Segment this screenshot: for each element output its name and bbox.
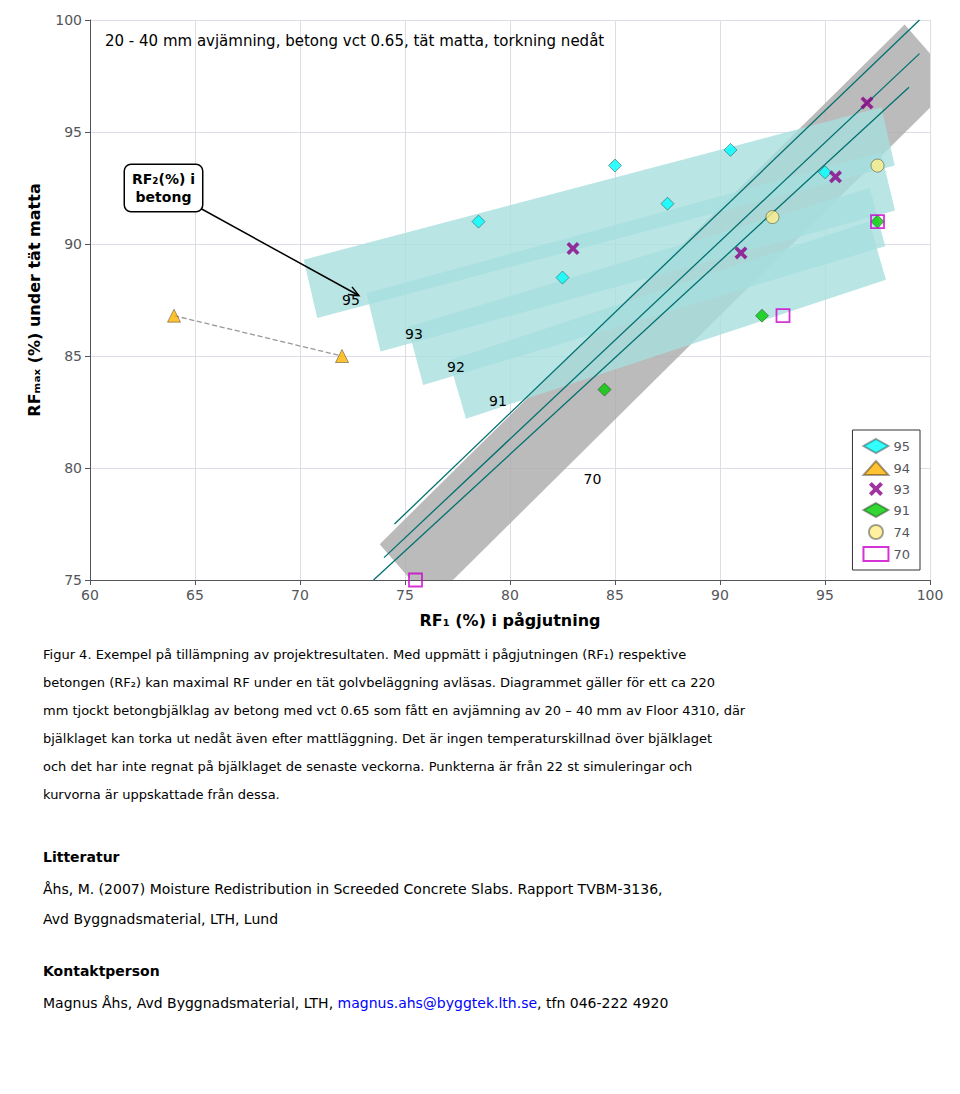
svg-text:och det har inte regnat på bjä: och det har inte regnat på bjälklaget de… xyxy=(43,759,692,774)
svg-text:Figur 4. Exempel på tillämpnin: Figur 4. Exempel på tillämpning av proje… xyxy=(43,647,686,662)
svg-text:94: 94 xyxy=(893,461,910,476)
svg-text:mm tjockt betongbjälklag av be: mm tjockt betongbjälklag av betong med v… xyxy=(43,703,746,718)
svg-text:magnus.ahs@byggtek.lth.se: magnus.ahs@byggtek.lth.se xyxy=(338,995,538,1011)
svg-text:85: 85 xyxy=(64,348,82,364)
svg-text:70: 70 xyxy=(291,587,309,603)
svg-text:93: 93 xyxy=(893,482,910,497)
svg-text:95: 95 xyxy=(893,439,910,454)
svg-text:95: 95 xyxy=(342,292,360,308)
svg-text:, tfn 046-222 4920: , tfn 046-222 4920 xyxy=(537,995,668,1011)
svg-text:bjälklaget kan torka ut nedåt: bjälklaget kan torka ut nedåt även efter… xyxy=(43,731,712,746)
svg-text:RF₂(%) i: RF₂(%) i xyxy=(132,171,195,187)
svg-text:92: 92 xyxy=(447,359,465,375)
svg-text:Litteratur: Litteratur xyxy=(43,849,120,865)
svg-text:95: 95 xyxy=(64,124,82,140)
svg-text:RF₁ (%) i pågjutning: RF₁ (%) i pågjutning xyxy=(419,611,600,630)
svg-text:20 - 40 mm avjämning, betong v: 20 - 40 mm avjämning, betong vct 0.65, t… xyxy=(105,32,604,50)
svg-text:75: 75 xyxy=(396,587,414,603)
svg-text:80: 80 xyxy=(501,587,519,603)
svg-text:75: 75 xyxy=(64,572,82,588)
svg-text:70: 70 xyxy=(584,471,602,487)
svg-text:kurvorna är uppskattade från d: kurvorna är uppskattade från dessa. xyxy=(43,787,280,802)
svg-text:90: 90 xyxy=(64,236,82,252)
svg-text:93: 93 xyxy=(405,326,423,342)
svg-text:65: 65 xyxy=(186,587,204,603)
svg-text:80: 80 xyxy=(64,460,82,476)
svg-text:74: 74 xyxy=(893,525,910,540)
svg-text:91: 91 xyxy=(489,393,507,409)
svg-text:RFₘₐₓ (%) under tät matta: RFₘₐₓ (%) under tät matta xyxy=(25,183,44,416)
svg-text:Magnus Åhs, Avd Byggnadsmateri: Magnus Åhs, Avd Byggnadsmaterial, LTH, xyxy=(43,995,338,1011)
svg-text:90: 90 xyxy=(711,587,729,603)
svg-text:95: 95 xyxy=(816,587,834,603)
svg-text:Åhs, M. (2007) Moisture Redist: Åhs, M. (2007) Moisture Redistribution i… xyxy=(43,881,663,897)
svg-text:85: 85 xyxy=(606,587,624,603)
svg-text:100: 100 xyxy=(55,12,82,28)
svg-text:Avd Byggnadsmaterial, LTH, Lun: Avd Byggnadsmaterial, LTH, Lund xyxy=(43,911,278,927)
svg-text:betongen (RF₂) kan maximal RF: betongen (RF₂) kan maximal RF under en t… xyxy=(43,675,715,690)
svg-text:betong: betong xyxy=(136,189,192,205)
svg-text:60: 60 xyxy=(81,587,99,603)
svg-text:100: 100 xyxy=(917,587,944,603)
svg-text:Kontaktperson: Kontaktperson xyxy=(43,963,160,979)
svg-text:70: 70 xyxy=(893,547,910,562)
svg-text:91: 91 xyxy=(893,503,910,518)
